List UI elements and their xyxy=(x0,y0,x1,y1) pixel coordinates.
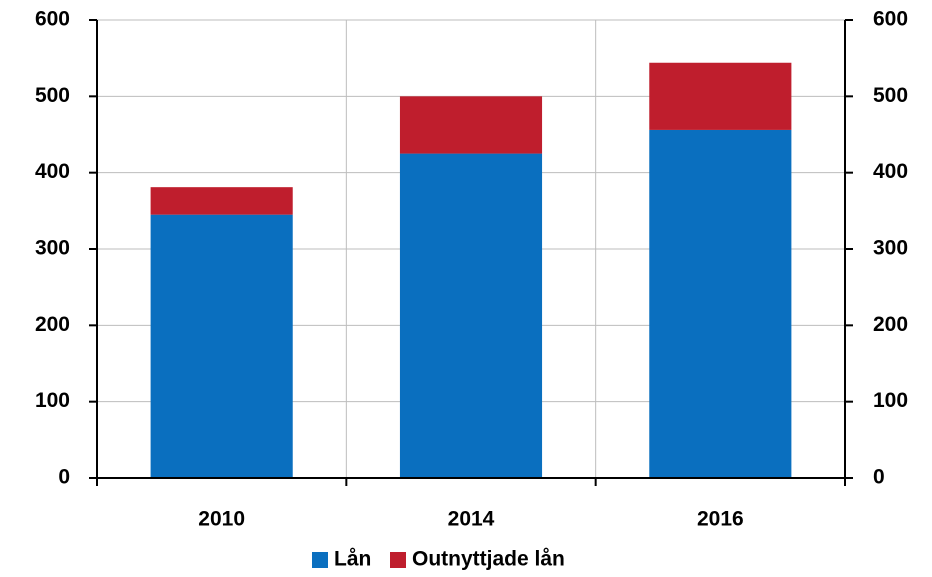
legend-label: Outnyttjade lån xyxy=(412,548,565,571)
bar-segment xyxy=(150,187,293,215)
x-tick-label: 2014 xyxy=(448,508,495,531)
y-tick-label: 300 xyxy=(35,237,70,260)
legend-label: Lån xyxy=(334,548,371,571)
x-tick-label: 2016 xyxy=(697,508,744,531)
legend-swatch xyxy=(312,552,328,568)
bar-segment xyxy=(399,153,543,479)
y2-tick-label: 100 xyxy=(873,389,908,412)
y2-tick-label: 400 xyxy=(873,160,908,183)
bar-segment xyxy=(150,214,293,478)
y-tick-label: 500 xyxy=(35,84,70,107)
y2-tick-label: 0 xyxy=(873,466,885,489)
y2-tick-label: 200 xyxy=(873,313,908,336)
y-tick-label: 600 xyxy=(35,8,70,31)
bar-segment xyxy=(649,129,792,479)
y-tick-label: 400 xyxy=(35,160,70,183)
x-tick-label: 2010 xyxy=(198,508,245,531)
y-tick-label: 0 xyxy=(58,466,70,489)
y-tick-label: 100 xyxy=(35,389,70,412)
y2-tick-label: 300 xyxy=(873,237,908,260)
y-tick-label: 200 xyxy=(35,313,70,336)
y2-tick-label: 600 xyxy=(873,8,908,31)
bar-segment xyxy=(399,96,543,154)
y2-tick-label: 500 xyxy=(873,84,908,107)
legend-swatch xyxy=(390,552,406,568)
bar-segment xyxy=(649,62,792,130)
